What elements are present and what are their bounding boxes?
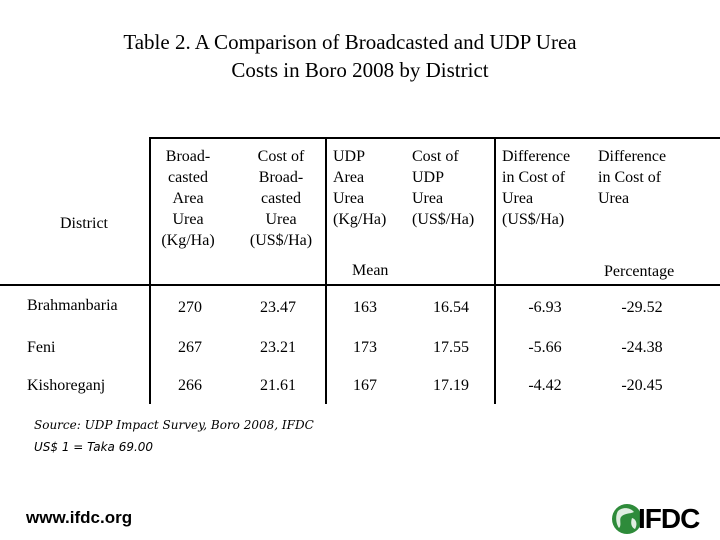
row-cell: 21.61 — [260, 377, 296, 394]
row-cell: 267 — [178, 339, 202, 356]
row-cell: 163 — [353, 299, 377, 316]
header-difference-percent: Difference in Cost of Urea — [598, 148, 667, 207]
row-cell: 23.21 — [260, 339, 296, 356]
table-divider-2 — [325, 137, 327, 404]
header-broadcasted-area: Broad-casted Area Urea (Kg/Ha) — [161, 148, 215, 249]
title-line-2: Costs in Boro 2008 by District — [231, 58, 489, 82]
logo-wordmark: IFDC — [638, 503, 700, 534]
source-footnote: Source: UDP Impact Survey, Boro 2008, IF… — [34, 418, 314, 432]
row-district: Brahmanbaria — [27, 297, 118, 314]
header-udp-area: UDP Area Urea (Kg/Ha) — [333, 148, 387, 228]
header-percentage: Percentage — [604, 263, 675, 280]
header-broadcasted-cost: Cost of Broad-casted Urea (US$/Ha) — [249, 148, 313, 249]
header-udp-cost: Cost of UDP Urea (US$/Ha) — [412, 148, 475, 228]
header-district: District — [60, 215, 108, 232]
row-cell: -24.38 — [621, 339, 663, 356]
header-rule — [0, 284, 720, 286]
row-cell: 266 — [178, 377, 202, 394]
row-cell: 23.47 — [260, 299, 296, 316]
row-cell: 17.55 — [433, 339, 469, 356]
exchange-rate-footnote: US$ 1 = Taka 69.00 — [34, 440, 154, 454]
globe-icon — [612, 504, 642, 534]
row-cell: 167 — [353, 377, 377, 394]
header-difference-cost: Difference in Cost of Urea (US$/Ha) — [502, 148, 571, 228]
website-link[interactable]: www.ifdc.org — [26, 508, 133, 527]
row-cell: -6.93 — [528, 299, 562, 316]
table-top-rule — [149, 137, 720, 139]
row-cell: 270 — [178, 299, 202, 316]
table-divider-1 — [149, 137, 151, 404]
row-cell: 16.54 — [433, 299, 469, 316]
title-line-1: Table 2. A Comparison of Broadcasted and… — [123, 30, 577, 54]
row-cell: 173 — [353, 339, 377, 356]
row-cell: -5.66 — [528, 339, 562, 356]
row-district: Kishoreganj — [27, 377, 106, 394]
row-cell: 17.19 — [433, 377, 469, 394]
header-mean: Mean — [352, 262, 389, 279]
page-title: Table 2. A Comparison of Broadcasted and… — [0, 28, 720, 84]
row-cell: -29.52 — [621, 299, 663, 316]
ifdc-logo: IFDC — [610, 500, 702, 538]
row-district: Feni — [27, 339, 56, 356]
row-cell: -4.42 — [528, 377, 562, 394]
row-cell: -20.45 — [621, 377, 663, 394]
table-divider-3 — [494, 137, 496, 404]
